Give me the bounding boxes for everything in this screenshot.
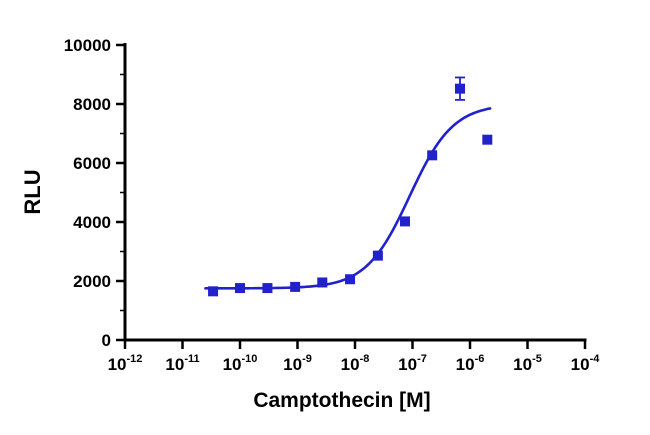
data-point xyxy=(235,283,245,294)
x-tick-label: 10-8 xyxy=(341,353,370,374)
data-point xyxy=(399,216,410,227)
y-tick-label: 2000 xyxy=(73,272,111,291)
x-tick-label: 10-5 xyxy=(513,353,542,374)
x-tick-label: 10-6 xyxy=(456,353,485,374)
y-tick-label: 6000 xyxy=(73,154,111,173)
x-tick-label: 10-11 xyxy=(165,353,199,374)
data-point xyxy=(262,283,273,294)
data-point xyxy=(427,150,438,161)
x-tick-label: 10-12 xyxy=(108,353,143,374)
x-tick-label: 10-10 xyxy=(223,353,258,374)
x-tick-label: 10-9 xyxy=(283,353,312,374)
y-tick-label: 4000 xyxy=(73,213,111,232)
data-point xyxy=(208,286,219,297)
x-axis-title: Camptothecin [M] xyxy=(253,389,431,412)
data-point xyxy=(372,250,383,261)
y-tick-label: 10000 xyxy=(64,36,111,55)
y-axis-title: RLU xyxy=(20,169,45,215)
data-point xyxy=(345,274,356,285)
data-point xyxy=(290,281,301,292)
y-tick-label: 8000 xyxy=(73,95,111,114)
data-point xyxy=(454,83,465,94)
fit-curve xyxy=(204,107,492,290)
data-point xyxy=(482,134,493,145)
x-tick-label: 10-4 xyxy=(571,353,601,374)
y-tick-label: 0 xyxy=(102,331,111,350)
data-point xyxy=(317,277,328,288)
x-tick-label: 10-7 xyxy=(398,353,427,374)
